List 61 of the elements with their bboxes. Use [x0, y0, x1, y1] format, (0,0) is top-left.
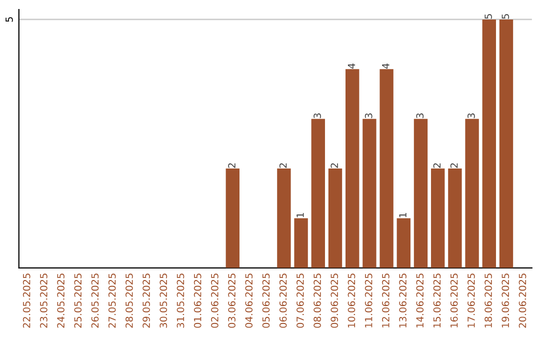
x-tick-label: 05.06.2025 — [262, 274, 270, 328]
data-label: 3 — [468, 113, 475, 118]
bar — [414, 118, 428, 268]
x-tick-label: 22.05.2025 — [22, 274, 30, 328]
bar — [226, 168, 240, 268]
bar — [482, 19, 496, 268]
bar — [362, 118, 376, 268]
x-tick-label: 03.06.2025 — [228, 274, 236, 328]
x-tick-label: 14.06.2025 — [416, 274, 424, 328]
x-tick-label: 28.05.2025 — [126, 274, 133, 328]
bar — [448, 168, 462, 268]
x-tick-label: 01.06.2025 — [194, 274, 202, 328]
x-tick-label: 24.05.2025 — [57, 274, 64, 328]
x-tick-label: 11.06.2025 — [364, 274, 372, 328]
x-tick-label: 25.05.2025 — [74, 274, 82, 328]
bar — [465, 118, 479, 268]
x-tick-label: 18.06.2025 — [484, 274, 492, 328]
x-tick-label: 13.06.2025 — [399, 274, 406, 328]
data-label: 3 — [364, 113, 372, 118]
x-tick-label: 15.06.2025 — [433, 274, 441, 328]
x-tick-label: 23.05.2025 — [40, 274, 48, 328]
bar — [431, 168, 445, 268]
x-tick-label: 20.06.2025 — [518, 274, 526, 328]
x-tick-label: 30.05.2025 — [160, 274, 168, 328]
data-label: 5 — [484, 14, 492, 19]
x-tick-label: 10.06.2025 — [348, 274, 356, 328]
x-tick-label: 07.06.2025 — [296, 274, 304, 328]
x-tick-label: 17.06.2025 — [468, 274, 475, 328]
x-tick-label: 04.06.2025 — [245, 274, 253, 328]
data-label: 2 — [228, 163, 236, 168]
data-label: 5 — [502, 14, 510, 19]
bar — [346, 69, 360, 268]
x-tick-label: 19.06.2025 — [502, 274, 510, 328]
data-label: 1 — [399, 212, 406, 218]
x-tick-label: 26.05.2025 — [91, 274, 99, 328]
x-tick-label: 27.05.2025 — [108, 274, 116, 328]
bar — [294, 218, 308, 268]
data-label: 1 — [296, 212, 304, 218]
data-label: 4 — [348, 64, 356, 69]
data-label: 2 — [450, 163, 458, 168]
data-label: 2 — [330, 163, 338, 168]
data-label: 3 — [314, 113, 321, 118]
x-tick-label: 06.06.2025 — [279, 274, 287, 328]
x-tick-label: 16.06.2025 — [450, 274, 458, 328]
data-label: 4 — [382, 64, 390, 69]
bar — [328, 168, 342, 268]
x-tick-label: 31.05.2025 — [176, 274, 184, 328]
x-tick-label: 08.06.2025 — [314, 274, 321, 328]
ref-line-label: 5 — [6, 17, 13, 22]
x-tick-label: 09.06.2025 — [330, 274, 338, 328]
x-tick-label: 12.06.2025 — [382, 274, 390, 328]
data-label: 2 — [433, 163, 441, 168]
x-tick-label: 02.06.2025 — [211, 274, 218, 328]
bar — [499, 19, 514, 268]
data-label: 3 — [416, 113, 424, 118]
bar — [277, 168, 291, 268]
data-label: 2 — [279, 163, 287, 168]
x-tick-label: 29.05.2025 — [142, 274, 150, 328]
bar — [311, 118, 325, 268]
bar — [396, 218, 410, 268]
bar — [380, 69, 394, 268]
